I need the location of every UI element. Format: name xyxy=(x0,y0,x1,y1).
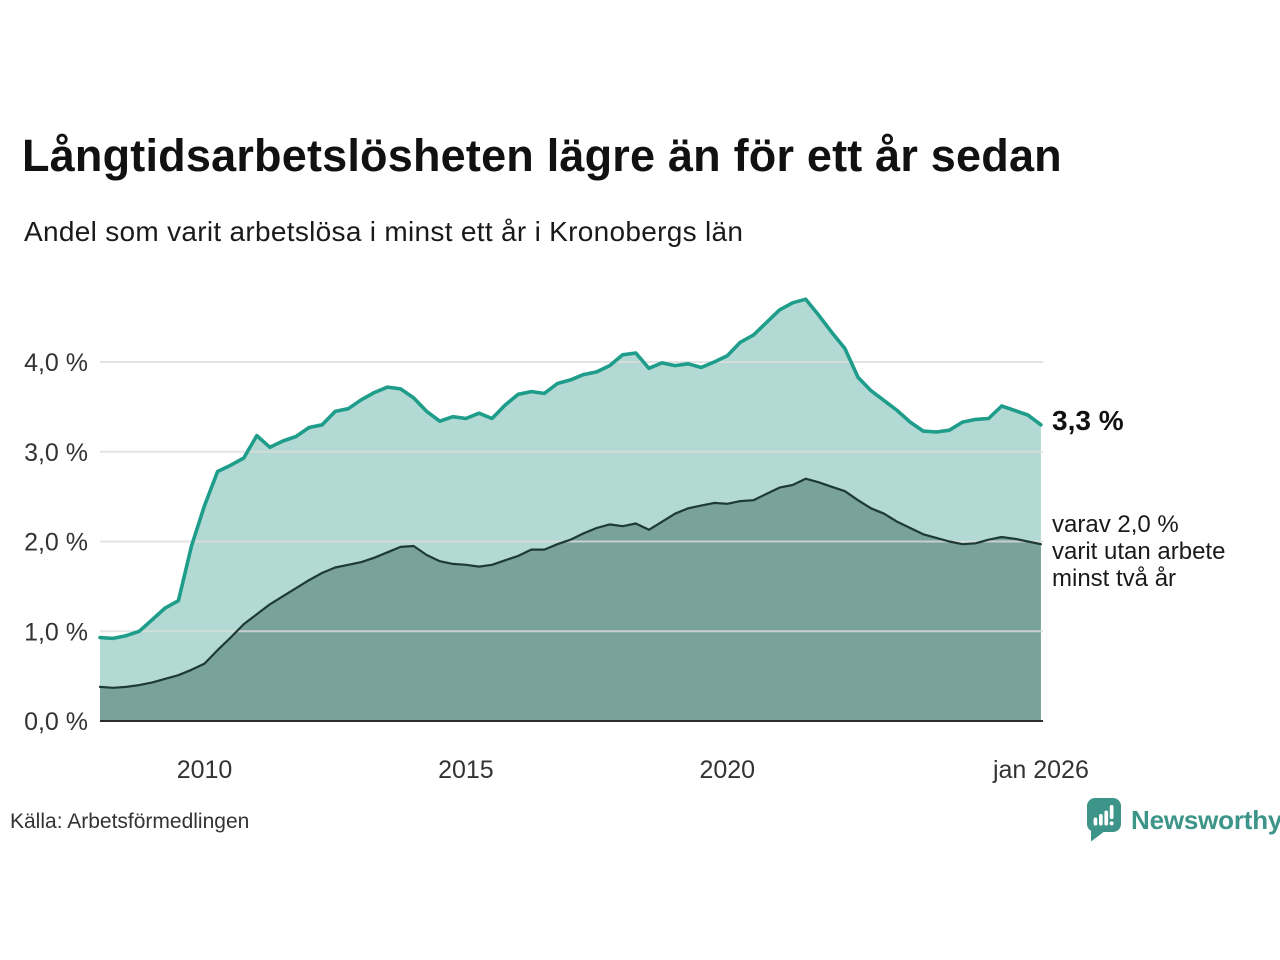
total-line xyxy=(98,297,1043,641)
source-credit: Källa: Arbetsförmedlingen xyxy=(10,810,250,833)
page-title: Långtidsarbetslösheten lägre än för ett … xyxy=(22,130,1062,181)
y-tick-label: 3,0 % xyxy=(24,439,88,467)
latest-total-label: 3,3 % xyxy=(1052,405,1124,436)
x-tick-label: 2010 xyxy=(177,756,233,784)
x-tick-label: jan 2026 xyxy=(992,756,1089,784)
y-tick-label: 2,0 % xyxy=(24,529,88,557)
y-tick-label: 0,0 % xyxy=(24,708,88,736)
two_year-line xyxy=(98,477,1043,689)
x-tick-label: 2020 xyxy=(699,756,755,784)
chart-subtitle: Andel som varit arbetslösa i minst ett å… xyxy=(24,216,744,247)
two_year-area xyxy=(100,478,1041,721)
y-tick-label: 4,0 % xyxy=(24,349,88,377)
x-tick-label: 2015 xyxy=(438,756,494,784)
newsworthy-logo: Newsworthy xyxy=(1086,798,1280,843)
newsworthy-bubble-chart-icon xyxy=(1087,798,1121,842)
y-tick-label: 1,0 % xyxy=(24,618,88,646)
newsworthy-wordmark: Newsworthy xyxy=(1131,805,1280,835)
two-year-annotation: varav 2,0 % varit utan arbete minst två … xyxy=(1052,511,1226,592)
